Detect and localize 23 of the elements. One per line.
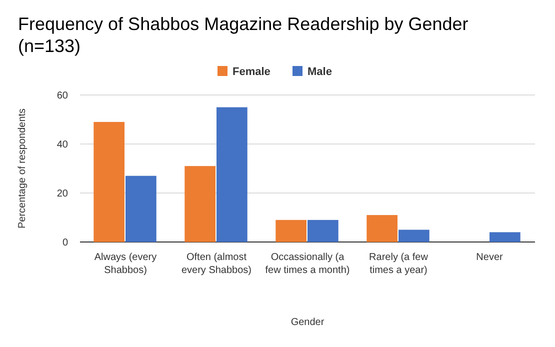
legend-label: Female bbox=[232, 66, 270, 78]
y-tick-label: 20 bbox=[56, 188, 68, 200]
chart-title: Frequency of Shabbos Magazine Readership by Gender (n=133) bbox=[18, 14, 468, 56]
x-tick-label: Often (almost every Shabbos) bbox=[181, 252, 252, 276]
y-tick-label: 60 bbox=[56, 90, 68, 102]
y-axis-title: Percentage of respondents bbox=[17, 108, 28, 229]
bar bbox=[366, 215, 398, 242]
x-tick-label: Never bbox=[476, 252, 504, 263]
bar bbox=[398, 230, 430, 242]
legend-label: Male bbox=[308, 66, 332, 78]
bar bbox=[216, 107, 248, 242]
x-tick-label: Occassionally (a few times a month) bbox=[265, 252, 350, 276]
bar bbox=[94, 122, 124, 242]
bar bbox=[490, 232, 520, 242]
y-tick-label: 40 bbox=[56, 140, 68, 150]
y-tick-label: 0 bbox=[62, 238, 68, 248]
bar bbox=[276, 220, 306, 242]
bar bbox=[308, 220, 338, 242]
bar bbox=[126, 176, 156, 242]
x-tick-label: Always (every Shabbos) bbox=[94, 252, 157, 276]
bar bbox=[184, 166, 216, 242]
x-tick-label: Rarely (a few times a year) bbox=[369, 252, 429, 276]
x-axis-title: Gender bbox=[290, 317, 325, 328]
